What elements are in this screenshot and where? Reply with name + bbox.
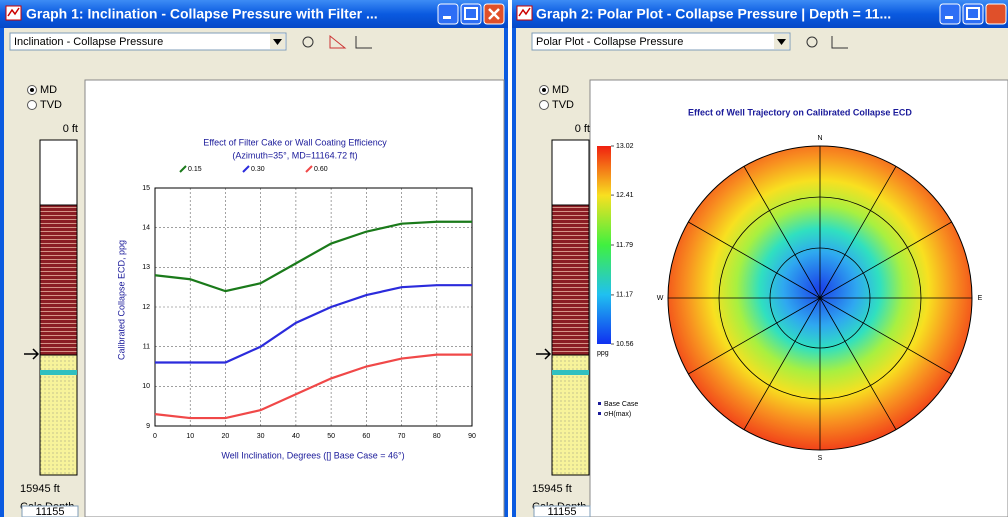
compass-label: S bbox=[818, 455, 823, 462]
depth-column-band bbox=[552, 370, 589, 375]
colorbar bbox=[597, 146, 611, 344]
dropdown[interactable]: Inclination - Collapse Pressure bbox=[10, 33, 286, 50]
legend-label: 0.30 bbox=[251, 166, 265, 173]
colorbar-unit: ppg bbox=[597, 350, 609, 357]
calc-depth-value: 11155 bbox=[36, 506, 65, 517]
radio-label: TVD bbox=[552, 99, 574, 111]
radio-label: MD bbox=[552, 84, 569, 96]
x-axis-label: Well Inclination, Degrees ([] Base Case … bbox=[221, 450, 404, 460]
radio-dot bbox=[542, 88, 546, 92]
y-axis-label: Calibrated Collapse ECD, ppg bbox=[116, 240, 126, 360]
x-tick-label: 90 bbox=[468, 433, 476, 440]
radio-label: MD bbox=[40, 84, 57, 96]
chart-title: Effect of Filter Cake or Wall Coating Ef… bbox=[203, 137, 387, 147]
colorbar-tick-label: 11.17 bbox=[616, 292, 633, 299]
x-tick-label: 50 bbox=[327, 433, 335, 440]
chart-subtitle: (Azimuth=35°, MD=11164.72 ft) bbox=[232, 150, 357, 160]
y-tick-label: 12 bbox=[142, 304, 150, 311]
y-tick-label: 15 bbox=[142, 185, 150, 192]
y-tick-label: 14 bbox=[142, 225, 150, 232]
compass-label: W bbox=[657, 295, 664, 302]
y-tick-label: 10 bbox=[142, 383, 150, 390]
radio-button[interactable] bbox=[540, 101, 549, 110]
y-tick-label: 13 bbox=[142, 264, 150, 271]
legend-marker bbox=[598, 402, 601, 405]
depth-column-band bbox=[40, 370, 77, 375]
depth-column-shale bbox=[40, 205, 77, 355]
depth-bottom: 15945 ft bbox=[20, 483, 60, 495]
window-controls[interactable] bbox=[438, 4, 504, 24]
legend-label: Base Case bbox=[604, 401, 638, 408]
depth-column-shale bbox=[552, 205, 589, 355]
colorbar-tick-label: 12.41 bbox=[616, 192, 634, 199]
depth-bottom: 15945 ft bbox=[532, 483, 572, 495]
depth-column-top bbox=[40, 140, 77, 205]
x-tick-label: 40 bbox=[292, 433, 300, 440]
calc-depth-value: 11155 bbox=[548, 506, 577, 517]
dropdown[interactable]: Polar Plot - Collapse Pressure bbox=[532, 33, 790, 50]
x-tick-label: 80 bbox=[433, 433, 441, 440]
depth-top: 0 ft bbox=[63, 123, 78, 135]
dropdown-text: Polar Plot - Collapse Pressure bbox=[536, 36, 683, 48]
radio-dot bbox=[30, 88, 34, 92]
window-title: Graph 2: Polar Plot - Collapse Pressure … bbox=[536, 6, 891, 22]
screen: Graph 1: Inclination - Collapse Pressure… bbox=[0, 0, 1008, 517]
window-title: Graph 1: Inclination - Collapse Pressure… bbox=[26, 6, 378, 22]
colorbar-tick-label: 13.02 bbox=[616, 143, 634, 150]
legend-label: 0.60 bbox=[314, 166, 328, 173]
x-tick-label: 10 bbox=[186, 433, 194, 440]
compass-label: E bbox=[978, 295, 983, 302]
x-tick-label: 70 bbox=[398, 433, 406, 440]
colorbar-tick-label: 10.56 bbox=[616, 341, 634, 348]
legend-label: 0.15 bbox=[188, 166, 202, 173]
window-controls[interactable] bbox=[940, 4, 1006, 24]
x-tick-label: 20 bbox=[222, 433, 230, 440]
radio-button[interactable] bbox=[28, 101, 37, 110]
colorbar-tick-label: 11.79 bbox=[616, 242, 633, 249]
depth-column-top bbox=[552, 140, 589, 205]
y-tick-label: 9 bbox=[146, 423, 150, 430]
depth-top: 0 ft bbox=[575, 123, 590, 135]
y-tick-label: 11 bbox=[143, 344, 150, 351]
x-tick-label: 30 bbox=[257, 433, 265, 440]
x-tick-label: 0 bbox=[153, 433, 157, 440]
legend-marker bbox=[598, 412, 601, 415]
x-tick-label: 60 bbox=[362, 433, 370, 440]
compass-label: N bbox=[817, 135, 822, 142]
chart-title: Effect of Well Trajectory on Calibrated … bbox=[688, 107, 912, 117]
legend-label: σH(max) bbox=[604, 411, 631, 418]
radio-label: TVD bbox=[40, 99, 62, 111]
dropdown-text: Inclination - Collapse Pressure bbox=[14, 36, 163, 48]
